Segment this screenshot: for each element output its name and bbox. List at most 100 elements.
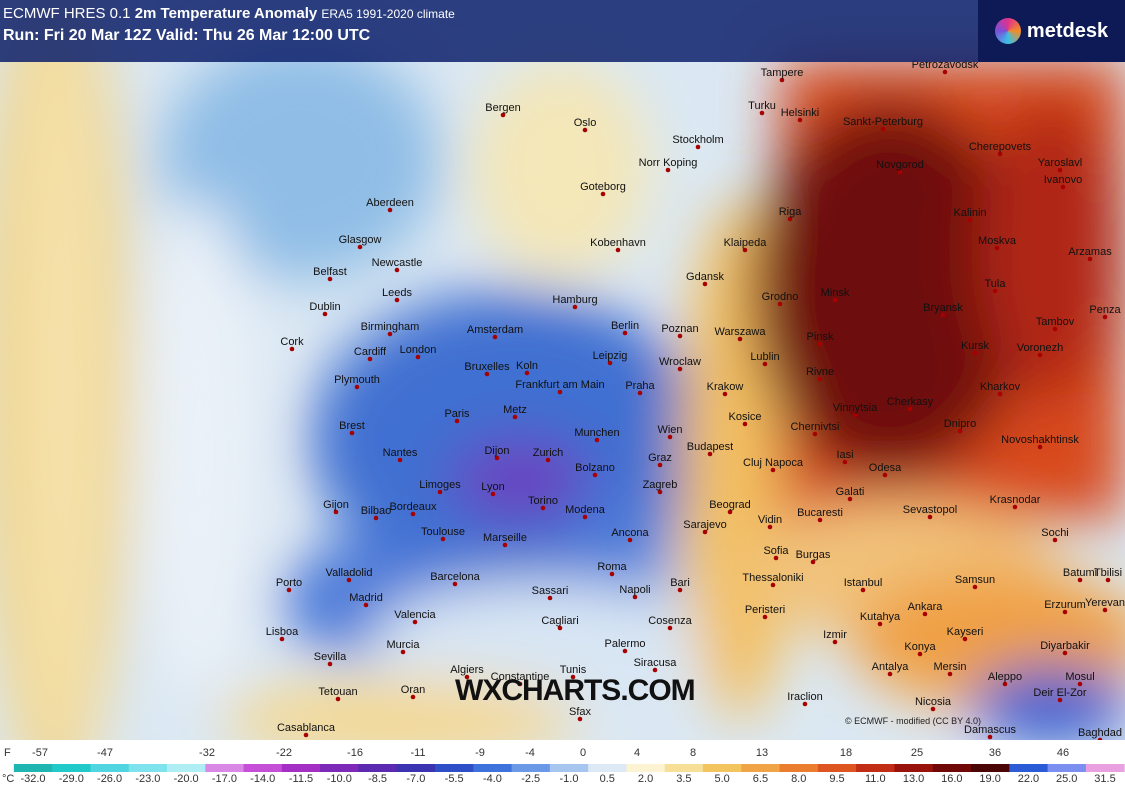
city-dot	[677, 333, 683, 339]
city-label: Moskva	[978, 235, 1017, 247]
city-label: Lyon	[481, 481, 504, 493]
city-label: Lublin	[750, 351, 779, 363]
city-dot	[1037, 352, 1043, 358]
city-dot	[779, 77, 785, 83]
city-label: Klaipeda	[724, 237, 768, 249]
city-dot	[622, 648, 628, 654]
city-dot	[627, 537, 633, 543]
city-label: Hamburg	[552, 294, 597, 306]
city-label: Iasi	[836, 449, 853, 461]
city-dot	[987, 734, 993, 740]
credit: © ECMWF - modified (CC BY 4.0)	[845, 716, 981, 726]
city-dot	[322, 311, 328, 317]
city-label: Lisboa	[266, 626, 299, 638]
c-value: -11.5	[289, 773, 313, 785]
city-dot	[957, 428, 963, 434]
city-dot	[802, 701, 808, 707]
city-dot	[702, 281, 708, 287]
color-swatch	[894, 764, 934, 772]
city-label: Krakow	[707, 381, 744, 393]
city-dot	[354, 384, 360, 390]
city-label: Damascus	[964, 724, 1016, 736]
city-dot	[922, 611, 928, 617]
c-value: -1.0	[560, 773, 579, 785]
city-dot	[832, 639, 838, 645]
city-dot	[1012, 504, 1018, 510]
city-dot	[1062, 650, 1068, 656]
city-dot	[500, 112, 506, 118]
city-dot	[665, 167, 671, 173]
city-dot	[502, 542, 508, 548]
city-label: Porto	[276, 577, 302, 589]
city-label: Dijon	[484, 445, 509, 457]
color-swatch	[396, 764, 436, 772]
city-label: Minsk	[821, 287, 850, 299]
color-swatch	[358, 764, 398, 772]
city-dot	[940, 312, 946, 318]
color-swatch	[243, 764, 283, 772]
city-label: Limoges	[419, 479, 461, 491]
f-value: -47	[97, 747, 113, 759]
city-label: Baghdad	[1078, 727, 1122, 739]
city-label: Istanbul	[844, 577, 883, 589]
city-dot	[742, 247, 748, 253]
city-label: Izmir	[823, 629, 847, 641]
title: ECMWF HRES 0.1 2m Temperature Anomaly ER…	[3, 5, 455, 22]
city-dot	[582, 514, 588, 520]
city-dot	[880, 126, 886, 132]
f-value: -32	[199, 747, 215, 759]
city-label: Turku	[748, 100, 776, 112]
city-label: Kalinin	[953, 207, 986, 219]
color-swatch	[664, 764, 704, 772]
city-label: Mersin	[933, 661, 966, 673]
city-dot	[1077, 577, 1083, 583]
city-label: Ivanovo	[1044, 174, 1083, 186]
city-dot	[517, 681, 523, 687]
city-dot	[279, 636, 285, 642]
city-dot	[397, 457, 403, 463]
city-label: Sfax	[569, 706, 592, 718]
city-label: Cluj Napoca	[743, 457, 804, 469]
city-dot	[572, 304, 578, 310]
c-value: -29.0	[59, 773, 84, 785]
color-swatch	[549, 764, 589, 772]
city-dot	[817, 376, 823, 382]
city-label: Bordeaux	[389, 501, 437, 513]
f-value: -57	[32, 747, 48, 759]
parameter: 2m Temperature Anomaly	[134, 5, 318, 22]
city-dot	[759, 110, 765, 116]
city-label: Ankara	[908, 601, 944, 613]
city-label: Aberdeen	[366, 197, 414, 209]
city-label: Tampere	[761, 67, 804, 79]
city-dot	[762, 614, 768, 620]
city-label: Plymouth	[334, 374, 380, 386]
city-dot	[727, 509, 733, 515]
city-dot	[1002, 681, 1008, 687]
city-dot	[972, 584, 978, 590]
color-swatch	[856, 764, 895, 772]
city-label: Nicosia	[915, 696, 952, 708]
city-label: Sochi	[1041, 527, 1069, 539]
city-label: Bruxelles	[464, 361, 510, 373]
city-label: Brest	[339, 420, 365, 432]
watermark: WXCHARTS.COM	[455, 674, 696, 707]
city-label: Palermo	[605, 638, 646, 650]
city-dot	[777, 301, 783, 307]
city-dot	[1052, 326, 1058, 332]
city-dot	[394, 297, 400, 303]
city-label: Munchen	[574, 427, 619, 439]
c-value: -20.0	[174, 773, 199, 785]
city-dot	[842, 459, 848, 465]
color-swatch	[511, 764, 551, 772]
logo-text: metdesk	[1026, 19, 1109, 42]
city-label: Tambov	[1036, 316, 1075, 328]
city-label: Yerevan	[1085, 597, 1125, 609]
c-value: 2.0	[638, 773, 653, 785]
city-dot	[1060, 184, 1066, 190]
color-swatch	[817, 764, 857, 772]
city-dot	[440, 536, 446, 542]
c-value: -14.0	[250, 773, 275, 785]
city-dot	[437, 489, 443, 495]
city-label: Marseille	[483, 532, 527, 544]
city-dot	[387, 331, 393, 337]
